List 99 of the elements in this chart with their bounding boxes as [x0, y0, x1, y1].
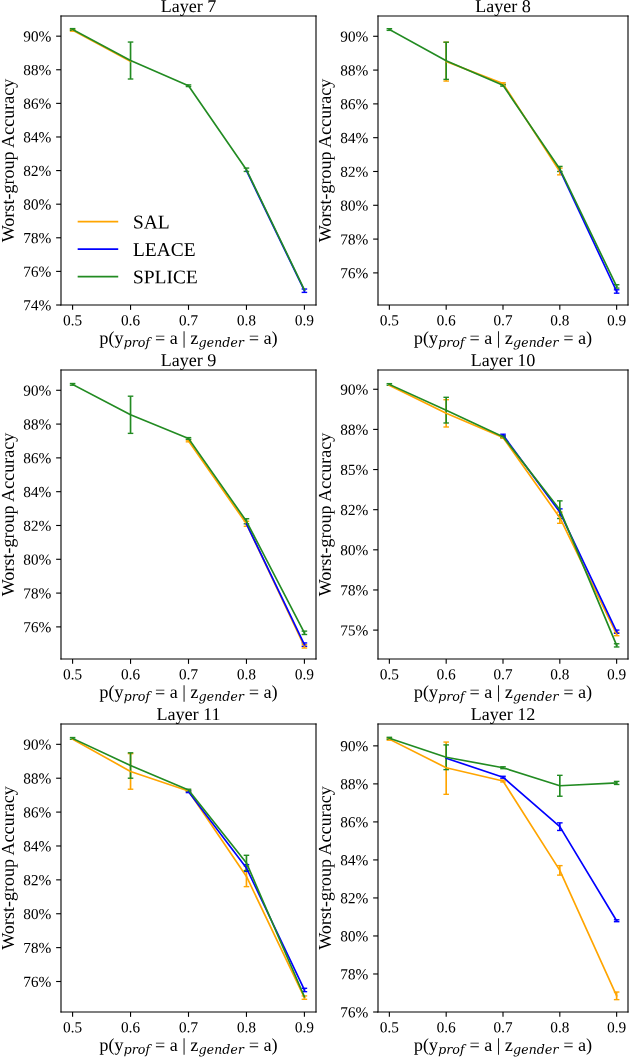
y-tick-label: 75%: [341, 625, 368, 636]
x-axis-title: p(y$_{prof}$ = a | z$_{gender}$ = a): [99, 1038, 277, 1057]
y-tick-label: 88%: [23, 773, 51, 784]
x-tick-label: 0.5: [380, 1022, 399, 1033]
y-tick-label: 88%: [23, 419, 51, 430]
x-tick-label: 0.5: [380, 669, 399, 680]
y-tick-label: 82%: [23, 165, 51, 177]
y-tick-label: 90%: [340, 741, 368, 752]
y-tick-label: 90%: [340, 31, 368, 42]
y-tick-label: 82%: [340, 504, 368, 516]
x-tick-label: 0.6: [121, 1022, 140, 1033]
x-axis-title: p(y$_{prof}$ = a | z$_{gender}$ = a): [99, 685, 277, 704]
y-tick-label: 86%: [23, 807, 51, 818]
legend-label: LEACE: [133, 243, 195, 257]
x-tick-label: 0.8: [550, 315, 569, 326]
x-tick-label: 0.7: [494, 315, 513, 326]
x-tick-label: 0.6: [437, 315, 456, 326]
x-tick-label: 0.7: [179, 669, 198, 680]
y-tick-label: 80%: [23, 199, 51, 210]
y-axis-title: Worst-group Accuracy: [318, 786, 335, 950]
x-tick-label: 0.7: [179, 1022, 198, 1033]
x-tick-label: 0.6: [121, 669, 140, 680]
x-tick-label: 0.9: [607, 1022, 626, 1033]
y-axis-title: Worst-group Accuracy: [1, 432, 18, 597]
x-tick-label: 0.9: [295, 315, 314, 326]
x-tick-label: 0.7: [494, 669, 513, 680]
y-tick-label: 82%: [340, 893, 368, 904]
y-tick-label: 80%: [23, 554, 51, 565]
legend-label: SPLICE: [134, 270, 197, 284]
y-tick-label: 88%: [340, 779, 368, 790]
y-tick-label: 74%: [24, 300, 51, 311]
x-axis-title: p(y$_{prof}$ = a | z$_{gender}$ = a): [414, 685, 592, 704]
y-tick-label: 86%: [23, 453, 51, 464]
y-tick-label: 78%: [341, 585, 368, 596]
x-tick-label: 0.7: [494, 1022, 513, 1033]
y-tick-label: 82%: [23, 520, 51, 531]
y-axis-title: Worst-group Accuracy: [1, 78, 18, 243]
chart-title: Layer 8: [475, 0, 531, 16]
x-tick-label: 0.7: [179, 315, 198, 326]
y-tick-label: 76%: [341, 1007, 368, 1018]
chart-title: Layer 9: [161, 354, 216, 370]
x-tick-label: 0.6: [437, 669, 456, 680]
y-tick-label: 80%: [340, 200, 368, 211]
y-tick-label: 90%: [23, 31, 51, 42]
x-tick-label: 0.5: [63, 1022, 82, 1033]
x-tick-label: 0.8: [237, 669, 256, 680]
chart-title: Layer 7: [161, 0, 216, 16]
x-tick-label: 0.8: [550, 669, 569, 680]
y-tick-label: 86%: [340, 99, 368, 110]
y-axis-title: Worst-group Accuracy: [318, 432, 335, 597]
x-tick-label: 0.5: [63, 315, 82, 326]
y-tick-label: 84%: [23, 486, 51, 498]
y-tick-label: 88%: [340, 424, 368, 435]
y-tick-label: 82%: [23, 875, 51, 886]
y-axis-title: Worst-group Accuracy: [1, 786, 18, 950]
y-tick-label: 88%: [23, 64, 51, 76]
chart-title: Layer 11: [157, 708, 220, 724]
y-tick-label: 86%: [340, 817, 368, 828]
y-tick-label: 78%: [24, 588, 51, 599]
y-tick-label: 86%: [23, 98, 51, 109]
y-tick-label: 76%: [24, 266, 51, 277]
y-tick-label: 85%: [340, 464, 368, 476]
y-tick-label: 88%: [340, 65, 368, 76]
y-tick-label: 90%: [23, 739, 51, 750]
y-tick-label: 84%: [340, 855, 368, 866]
x-tick-label: 0.5: [63, 669, 82, 680]
legend-label: SAL: [134, 215, 169, 229]
y-tick-label: 78%: [341, 234, 368, 245]
y-tick-label: 80%: [340, 544, 368, 556]
x-tick-label: 0.8: [237, 315, 256, 326]
x-tick-label: 0.9: [607, 315, 626, 326]
x-tick-label: 0.8: [237, 1022, 256, 1033]
y-tick-label: 84%: [23, 841, 51, 852]
y-tick-label: 90%: [23, 385, 51, 396]
x-tick-label: 0.5: [380, 315, 399, 326]
chart-title: Layer 10: [471, 354, 535, 370]
x-axis-title: p(y$_{prof}$ = a | z$_{gender}$ = a): [414, 331, 592, 350]
x-tick-label: 0.6: [121, 315, 140, 326]
x-tick-label: 0.9: [295, 669, 314, 680]
x-tick-label: 0.8: [550, 1022, 569, 1033]
y-axis-title: Worst-group Accuracy: [318, 78, 335, 243]
x-tick-label: 0.9: [607, 669, 626, 680]
y-tick-label: 76%: [341, 268, 368, 279]
y-tick-label: 84%: [23, 132, 51, 143]
y-tick-label: 82%: [340, 166, 368, 177]
x-tick-label: 0.6: [437, 1022, 456, 1033]
y-tick-label: 76%: [24, 976, 51, 988]
y-tick-label: 76%: [24, 622, 51, 633]
y-tick-label: 78%: [341, 969, 368, 980]
x-axis-title: p(y$_{prof}$ = a | z$_{gender}$ = a): [99, 331, 277, 350]
y-tick-label: 80%: [340, 931, 368, 942]
x-axis-title: p(y$_{prof}$ = a | z$_{gender}$ = a): [414, 1038, 592, 1057]
y-tick-label: 78%: [24, 232, 51, 244]
y-tick-label: 80%: [23, 908, 51, 920]
y-tick-label: 90%: [340, 384, 368, 395]
y-tick-label: 84%: [340, 132, 368, 144]
x-tick-label: 0.9: [295, 1022, 314, 1033]
chart-title: Layer 12: [471, 708, 535, 724]
y-tick-label: 78%: [24, 942, 51, 954]
